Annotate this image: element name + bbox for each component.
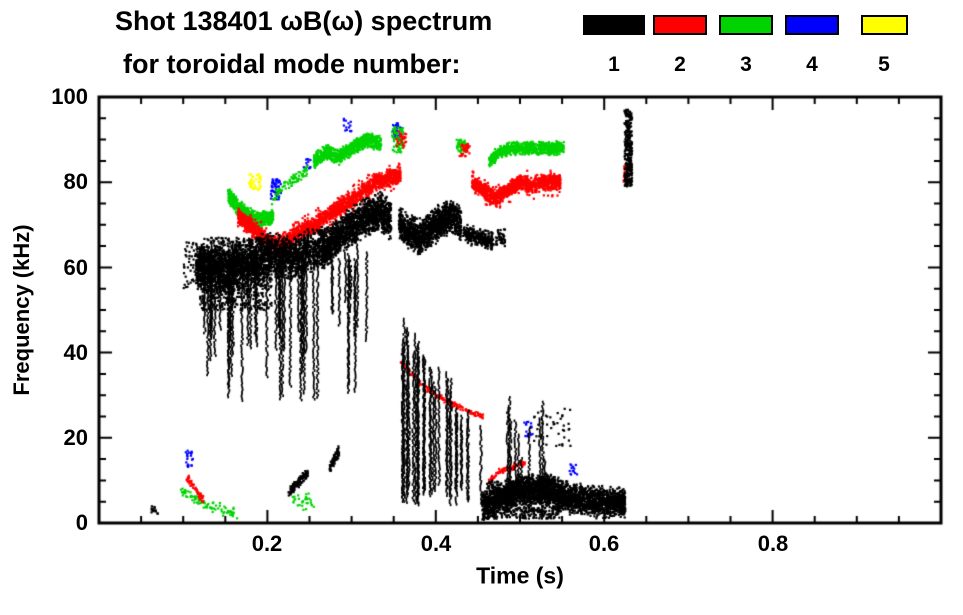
x-tick-label-0-4: 0.4 <box>420 531 452 556</box>
legend-swatch-mode1 <box>583 15 645 35</box>
y-tick-label-20: 20 <box>63 425 88 450</box>
legend-swatch-mode5 <box>861 15 908 35</box>
legend-swatch-mode4 <box>785 15 839 35</box>
x-tick-label-0-8: 0.8 <box>757 531 789 556</box>
legend-swatch-mode3 <box>719 15 773 35</box>
x-tick-label-0-2: 0.2 <box>251 531 283 556</box>
x-tick-label-0-6: 0.6 <box>588 531 620 556</box>
legend-label-mode2: 2 <box>674 53 686 76</box>
x-axis-title: Time (s) <box>476 562 564 589</box>
legend-label-mode4: 4 <box>806 53 818 76</box>
y-tick-label-40: 40 <box>63 340 88 365</box>
y-axis-title: Frequency (kHz) <box>9 224 34 396</box>
y-tick-label-80: 80 <box>63 169 88 194</box>
chart-subtitle: for toroidal mode number: <box>123 49 461 79</box>
legend-label-mode5: 5 <box>878 53 890 76</box>
y-tick-label-0: 0 <box>75 510 88 535</box>
legend-label-mode3: 3 <box>740 53 752 76</box>
legend-label-mode1: 1 <box>608 53 620 76</box>
y-tick-label-60: 60 <box>63 255 88 280</box>
legend-swatch-mode2 <box>653 15 707 35</box>
y-tick-label-100: 100 <box>51 84 88 109</box>
chart-title: Shot 138401 ωB(ω) spectrum <box>115 6 493 36</box>
